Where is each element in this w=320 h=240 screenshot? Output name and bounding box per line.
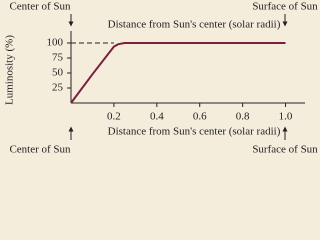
- x2-axis-label: Distance from Sun's center (solar radii): [108, 19, 281, 31]
- y-tick-label: 25: [52, 82, 64, 94]
- annotation: Surface of Sun: [252, 1, 318, 13]
- y-tick-label: 75: [52, 52, 64, 64]
- x-tick-label: 1.0: [279, 111, 293, 123]
- y-tick-label: 50: [52, 67, 64, 79]
- x-tick-label: 0.4: [150, 111, 164, 123]
- chart: Center of Sun Surface of Sun Distance fr…: [4, 1, 319, 156]
- annotation: Center of Sun: [9, 1, 71, 13]
- y-tick-label: 100: [47, 37, 64, 49]
- x-tick-label: 0.2: [107, 111, 121, 123]
- x-tick-label: 0.8: [236, 111, 250, 123]
- annotation: Center of Sun: [9, 144, 71, 156]
- line-series: [70, 42, 286, 104]
- x-axis-label: Distance from Sun's center (solar radii): [108, 126, 281, 138]
- x-tick-label: 0.6: [193, 111, 207, 123]
- y-axis-label: Luminosity (%): [4, 35, 16, 105]
- annotation: Surface of Sun: [252, 144, 318, 156]
